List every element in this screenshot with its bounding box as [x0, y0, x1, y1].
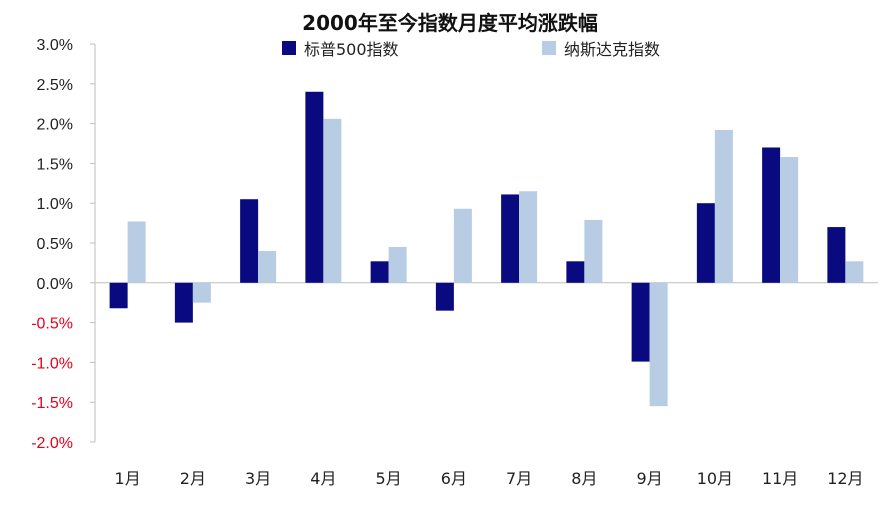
bar-nasdaq	[780, 157, 799, 283]
bar-sp500	[109, 282, 128, 309]
x-tick-label: 10月	[697, 469, 733, 488]
x-axis-ticks: 1月 2月 3月 4月 5月 6月 7月 8月 9月 10月 11月 12月	[115, 469, 864, 488]
bar-sp500	[696, 203, 715, 283]
bar-nasdaq	[649, 282, 668, 407]
bar-sp500	[762, 147, 781, 283]
bar-nasdaq	[519, 191, 538, 283]
bar-sp500	[566, 261, 585, 283]
bar-sp500	[240, 199, 259, 283]
y-tick-label: 0.0%	[37, 276, 73, 293]
bar-nasdaq	[584, 219, 603, 283]
bar-nasdaq	[192, 282, 211, 303]
legend-swatch-nasdaq	[542, 41, 556, 55]
y-tick-label: -1.5%	[31, 395, 73, 412]
y-axis-ticks: 3.0% 2.5% 2.0% 1.5% 1.0% 0.5% 0.0% -0.5% -1.0% -1…	[31, 37, 95, 452]
x-tick-label: 6月	[441, 469, 467, 488]
x-tick-label: 2月	[180, 469, 206, 488]
bar-nasdaq	[453, 208, 472, 283]
x-tick-label: 12月	[827, 469, 863, 488]
chart-title: 2000年至今指数月度平均涨跌幅	[302, 11, 598, 35]
bar-sp500	[827, 227, 846, 283]
bar-sp500	[501, 194, 520, 283]
bar-nasdaq	[845, 261, 864, 283]
bar-sp500	[631, 282, 650, 362]
x-tick-label: 5月	[376, 469, 402, 488]
x-tick-label: 8月	[571, 469, 597, 488]
bar-sp500	[174, 282, 193, 323]
x-tick-label: 1月	[115, 469, 141, 488]
y-tick-label: -2.0%	[31, 435, 73, 452]
bars	[109, 91, 864, 407]
y-tick-label: 2.0%	[37, 117, 73, 134]
y-tick-label: -1.0%	[31, 355, 73, 372]
x-tick-label: 4月	[310, 469, 336, 488]
bar-sp500	[435, 282, 454, 311]
x-tick-label: 11月	[762, 469, 798, 488]
y-tick-label: 1.5%	[37, 156, 73, 173]
y-tick-label: 0.5%	[37, 236, 73, 253]
bar-nasdaq	[127, 221, 146, 283]
bar-nasdaq	[714, 129, 733, 283]
y-tick-label: 2.5%	[37, 77, 73, 94]
bar-sp500	[370, 261, 389, 283]
legend: 标普500指数 纳斯达克指数	[282, 40, 660, 59]
legend-label-sp500: 标普500指数	[304, 40, 399, 59]
axes	[94, 44, 878, 442]
y-tick-label: -0.5%	[31, 316, 73, 333]
x-tick-label: 9月	[637, 469, 663, 488]
bar-nasdaq	[323, 118, 342, 283]
bar-nasdaq	[258, 250, 277, 283]
x-tick-label: 3月	[245, 469, 271, 488]
bar-nasdaq	[388, 246, 407, 283]
legend-label-nasdaq: 纳斯达克指数	[564, 40, 660, 59]
x-tick-label: 7月	[506, 469, 532, 488]
y-tick-label: 3.0%	[37, 37, 73, 54]
legend-swatch-sp500	[282, 41, 296, 55]
y-tick-label: 1.0%	[37, 196, 73, 213]
bar-sp500	[305, 91, 324, 283]
